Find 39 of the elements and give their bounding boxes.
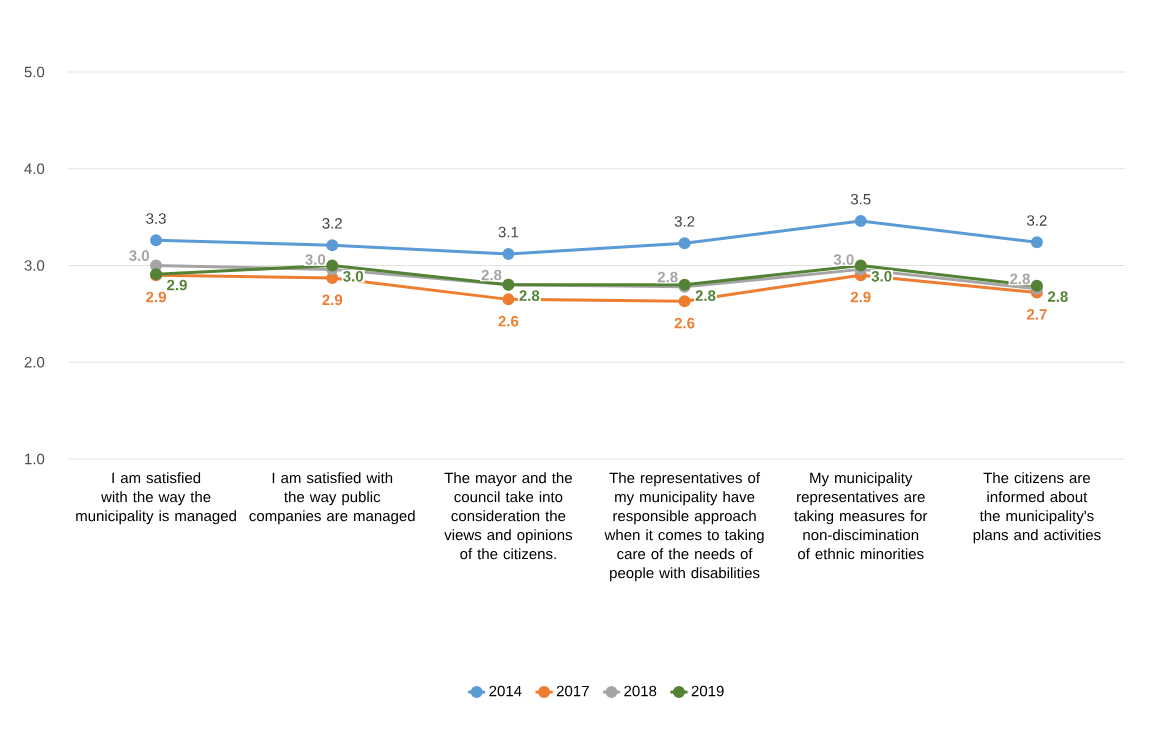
data-label: 2.6 bbox=[498, 315, 519, 327]
data-label: 2.8 bbox=[695, 290, 716, 301]
data-label: 2.9 bbox=[850, 291, 871, 303]
data-label: 3.2 bbox=[1027, 215, 1047, 226]
x-tick-label: The representatives of my municipality have responsible approach when it comes to taking care of the needs of people with disabilities bbox=[604, 472, 764, 582]
y-tick-label: 3.0 bbox=[24, 260, 45, 271]
data-label: 3.0 bbox=[871, 271, 892, 282]
data-label: 3.2 bbox=[322, 218, 342, 229]
y-tick-label: 2.0 bbox=[24, 356, 45, 368]
legend-label: 2019 bbox=[691, 685, 724, 697]
legend-label: 2018 bbox=[624, 685, 657, 697]
x-tick-label: I am satisfied with the way public companies are managed bbox=[249, 472, 415, 525]
data-label: 3.0 bbox=[129, 250, 149, 262]
data-label: 2.9 bbox=[167, 279, 187, 291]
data-label: 3.5 bbox=[850, 193, 871, 205]
data-label: 2.8 bbox=[1047, 291, 1068, 302]
legend-label: 2014 bbox=[489, 685, 522, 697]
x-tick-label: The citizens are informed about the municipality's plans and activities bbox=[973, 472, 1101, 544]
data-label: 2.9 bbox=[146, 291, 166, 303]
data-label: 3.0 bbox=[305, 254, 326, 265]
data-label: 3.2 bbox=[674, 216, 695, 227]
y-tick-label: 5.0 bbox=[24, 66, 45, 78]
legend-label: 2017 bbox=[556, 685, 589, 697]
data-label: 2.8 bbox=[519, 290, 540, 301]
data-label: 2.6 bbox=[674, 317, 695, 329]
data-label: 3.0 bbox=[343, 271, 363, 282]
data-label: 3.1 bbox=[498, 226, 519, 238]
x-tick-label: My municipality representatives are taking measures for non-discimination of ethnic minorities bbox=[794, 472, 928, 560]
data-label: 2.9 bbox=[322, 294, 343, 306]
x-tick-label: The mayor and the council take into consideration the views and opinions of the citizens. bbox=[444, 472, 573, 560]
y-tick-label: 1.0 bbox=[25, 453, 45, 465]
y-tick-label: 4.0 bbox=[24, 163, 45, 175]
x-tick-label: I am satisfied with the way the municipality is managed bbox=[76, 472, 236, 525]
data-label: 2.8 bbox=[481, 269, 502, 281]
data-label: 2.8 bbox=[657, 271, 678, 283]
data-label: 3.3 bbox=[146, 213, 166, 224]
data-label: 3.0 bbox=[833, 254, 854, 265]
data-label: 2.8 bbox=[1010, 273, 1030, 285]
data-label: 2.7 bbox=[1027, 309, 1047, 320]
